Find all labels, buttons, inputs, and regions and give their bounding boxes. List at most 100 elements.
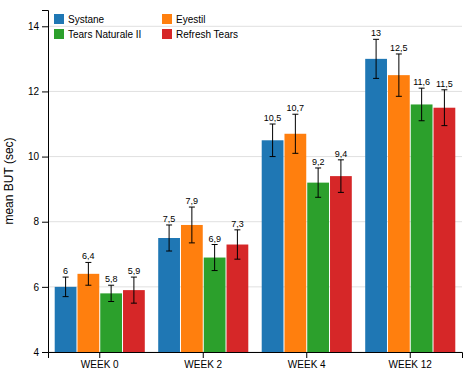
data-label: 5,9 <box>128 266 141 276</box>
legend-swatch <box>54 14 64 24</box>
y-tick: 14 <box>28 21 48 32</box>
y-tick-label: 12 <box>28 86 40 97</box>
bar <box>307 183 329 352</box>
y-tick-label: 6 <box>33 282 39 293</box>
legend-item: Eyestil <box>162 14 205 25</box>
plot: 4 6 8 10 12 14 WEEK 0 WEEK 2 WEEK 4 WEEK 12 6 7,5 10… <box>28 11 463 378</box>
legend-item: Systane <box>54 14 105 25</box>
data-label: 6,9 <box>208 234 221 244</box>
error-bar <box>315 168 321 197</box>
error-bar <box>396 54 402 96</box>
y-tick: 6 <box>33 282 48 293</box>
x-tick-mark <box>306 352 307 358</box>
error-bar-line <box>338 160 344 193</box>
error-bar <box>85 262 91 285</box>
x-tick-mark <box>99 352 100 358</box>
error-bar <box>270 124 276 157</box>
y-tick-label: 4 <box>33 347 39 358</box>
error-bar-line <box>131 277 137 303</box>
bar <box>284 134 306 352</box>
chart: 4 6 8 10 12 14 WEEK 0 WEEK 2 WEEK 4 WEEK 12 6 7,5 10… <box>0 0 474 378</box>
legend-label: Systane <box>68 14 105 25</box>
error-bar-line <box>212 245 218 271</box>
error-bar-line <box>85 262 91 285</box>
error-bar-line <box>166 225 172 251</box>
error-bar-line <box>292 114 298 153</box>
x-tick-label: WEEK 2 <box>184 359 222 370</box>
x-tick-label: WEEK 4 <box>288 359 326 370</box>
series <box>55 39 387 352</box>
y-tick: 12 <box>28 86 48 97</box>
data-label: 9,2 <box>312 157 325 167</box>
error-bar <box>234 230 240 259</box>
y-axis-title: mean BUT (sec) <box>2 137 16 224</box>
series <box>100 88 432 352</box>
bar <box>204 258 226 352</box>
bar <box>411 104 433 352</box>
error-bar-line <box>373 39 379 78</box>
legend: SystaneEyestilTears Naturale IIRefresh T… <box>54 14 238 40</box>
error-bar-line <box>63 277 69 297</box>
y-axis: 4 6 8 10 12 14 <box>28 11 49 358</box>
bar <box>434 108 456 352</box>
legend-label: Tears Naturale II <box>68 29 141 40</box>
bar <box>388 75 410 352</box>
series <box>123 90 455 352</box>
error-bar <box>441 90 447 126</box>
error-bar-line <box>396 54 402 96</box>
x-axis: WEEK 0 WEEK 2 WEEK 4 WEEK 12 <box>49 352 463 370</box>
bar <box>262 140 284 352</box>
error-bar <box>166 225 172 251</box>
x-tick: WEEK 2 <box>184 352 222 370</box>
data-label: 11,6 <box>413 77 430 87</box>
y-tick: 4 <box>33 347 48 358</box>
data-label: 10,7 <box>287 103 305 113</box>
legend-swatch <box>54 29 64 39</box>
error-bar-line <box>315 168 321 197</box>
y-tick: 8 <box>33 216 48 227</box>
x-axis-line <box>49 353 463 359</box>
error-bar <box>108 285 114 301</box>
y-tick-label: 14 <box>28 21 40 32</box>
data-label: 6 <box>63 266 68 276</box>
error-bar-line <box>270 124 276 157</box>
y-tick-mark <box>42 222 48 223</box>
data-label: 7,9 <box>186 196 199 206</box>
data-label: 5,8 <box>105 274 118 284</box>
legend-swatch <box>162 14 172 24</box>
y-tick-label: 8 <box>33 216 39 227</box>
y-tick-mark <box>42 157 48 158</box>
x-tick-label: WEEK 12 <box>389 359 433 370</box>
legend-swatch <box>162 29 172 39</box>
legend-label: Eyestil <box>176 14 205 25</box>
data-label: 9,4 <box>335 149 348 159</box>
x-tick: WEEK 0 <box>81 352 119 370</box>
error-bar-line <box>234 230 240 259</box>
y-tick-mark <box>42 352 48 353</box>
error-bar <box>131 277 137 303</box>
data-label: 10,5 <box>264 113 282 123</box>
bar <box>365 59 387 352</box>
legend-item: Tears Naturale II <box>54 29 141 40</box>
y-axis-line <box>42 11 49 353</box>
error-bar-line <box>189 207 195 243</box>
x-tick-mark <box>203 352 204 358</box>
bar <box>100 293 122 352</box>
data-label: 13 <box>371 28 381 38</box>
error-bar <box>212 245 218 271</box>
error-bar-line <box>108 285 114 301</box>
grid-line <box>48 26 462 27</box>
bar <box>330 176 352 352</box>
data-label: 7,5 <box>163 214 176 224</box>
data-label: 11,5 <box>436 79 453 89</box>
data-label: 7,3 <box>231 219 244 229</box>
series <box>77 54 409 352</box>
error-bar <box>338 160 344 193</box>
y-tick-label: 10 <box>28 151 40 162</box>
error-bar-line <box>419 88 425 121</box>
x-tick-mark <box>410 352 411 358</box>
x-tick-label: WEEK 0 <box>81 359 119 370</box>
error-bar-line <box>441 90 447 126</box>
y-tick-mark <box>42 91 48 92</box>
error-bar <box>373 39 379 78</box>
